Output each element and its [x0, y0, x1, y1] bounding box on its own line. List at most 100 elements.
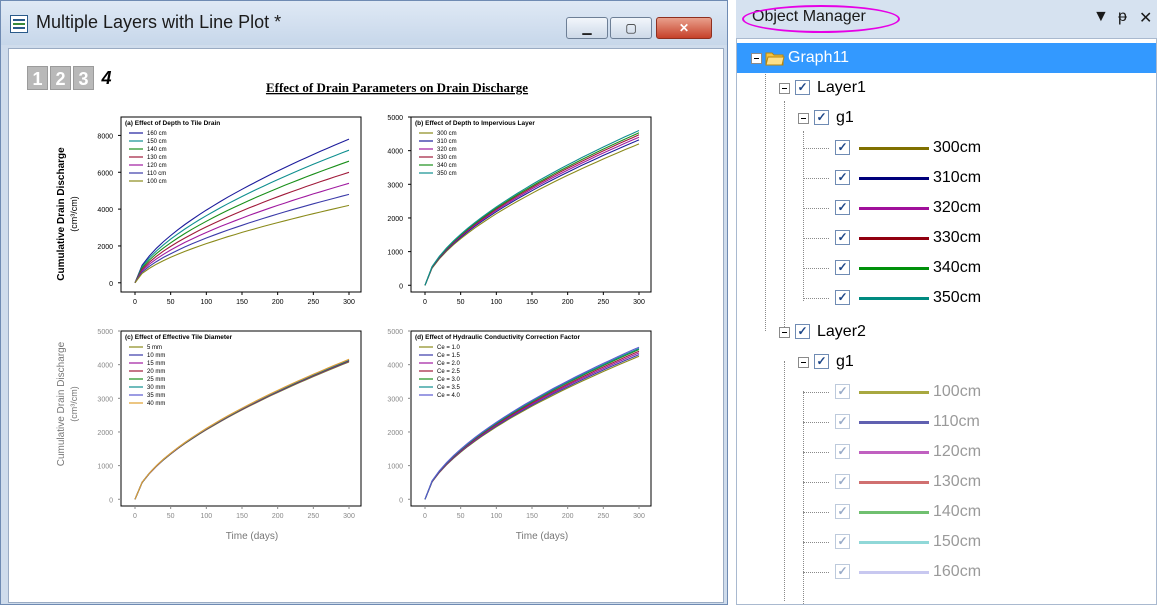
plot-checkbox[interactable]: ✓ [835, 504, 850, 519]
legend-label: 320 cm [437, 147, 457, 153]
chart-panel-b[interactable]: 0 50 100 150 200 250 300010002000300040005000(… [387, 115, 652, 306]
plot-checkbox[interactable]: ✓ [835, 290, 850, 305]
graph-page[interactable]: 1 2 3 4 Effect of Drain Parameters on Dr… [8, 48, 724, 603]
tree-item-layer1-g1[interactable]: ✓ g1 [737, 103, 1156, 133]
layer-tab-3[interactable]: 3 [73, 66, 94, 90]
x-axis-label-d: Time (days) [516, 531, 568, 542]
tree-item-plot[interactable]: ✓ 320cm [737, 193, 1156, 223]
x-tick-label: 300 [633, 299, 645, 306]
y-tick-label: 1000 [387, 250, 403, 257]
tree-label-plot: 320cm [933, 199, 982, 216]
g1-checkbox[interactable]: ✓ [814, 354, 829, 369]
g1-checkbox[interactable]: ✓ [814, 110, 829, 125]
tree-item-plot[interactable]: ✓ 130cm [737, 467, 1156, 497]
legend-label: Ce = 2.5 [437, 369, 461, 375]
close-icon[interactable]: ✕ [1139, 10, 1153, 27]
series-line [134, 358, 350, 500]
plot-checkbox[interactable]: ✓ [835, 200, 850, 215]
object-manager-panel[interactable]: Object Manager ▼ ᵽ ✕ Graph11 ✓ Layer1 [736, 0, 1157, 605]
tree-item-plot[interactable]: ✓ 340cm [737, 253, 1156, 283]
plot-checkbox[interactable]: ✓ [835, 564, 850, 579]
chart-panel-a[interactable]: 0 50 100 150 200 250 300 0 2000 4000 6000 8000 (a) E… [97, 116, 362, 306]
tree-label-g1: g1 [836, 353, 854, 370]
collapse-icon[interactable] [751, 53, 762, 64]
line-color-swatch [859, 207, 929, 210]
collapse-icon[interactable] [779, 83, 790, 94]
minimize-button[interactable]: ▁ [566, 17, 608, 39]
tree-item-plot[interactable]: ✓ 160cm [737, 557, 1156, 587]
x-tick-label: 0 [423, 513, 427, 520]
layer-tab-2[interactable]: 2 [50, 66, 71, 90]
tree-item-plot[interactable]: ✓ 110cm [737, 407, 1156, 437]
tree-item-plot[interactable]: ✓ 350cm [737, 283, 1156, 313]
tree-label-plot: 110cm [933, 413, 980, 430]
layer-tab-4[interactable]: 4 [96, 66, 117, 90]
x-tick-label: 250 [307, 299, 319, 306]
x-tick-label: 150 [236, 299, 248, 306]
x-tick-label: 150 [526, 299, 538, 306]
x-axis-label-c: Time (days) [226, 531, 278, 542]
window-titlebar[interactable]: Multiple Layers with Line Plot * ▁ ▢ ✕ [1, 1, 727, 45]
tree-label-plot: 330cm [933, 229, 982, 246]
window-title: Multiple Layers with Line Plot * [36, 12, 282, 32]
tree-connector [784, 361, 785, 601]
panel-title: (d) Effect of Hydraulic Conductivity Cor… [415, 334, 581, 341]
collapse-icon[interactable] [779, 327, 790, 338]
y-tick-label: 2000 [97, 430, 113, 437]
pin-icon[interactable]: ᵽ [1118, 8, 1127, 25]
series-line [134, 193, 350, 284]
plot-checkbox[interactable]: ✓ [835, 384, 850, 399]
x-tick-label: 150 [236, 513, 248, 520]
tree-item-plot[interactable]: ✓ 120cm [737, 437, 1156, 467]
y-axis-label-bottom-line1: Cumulative Drain Discharge [56, 341, 67, 466]
plot-checkbox[interactable]: ✓ [835, 170, 850, 185]
maximize-button[interactable]: ▢ [610, 17, 652, 39]
x-tick-label: 300 [343, 299, 355, 306]
y-axis-label-top-line1: Cumulative Drain Discharge [56, 147, 67, 281]
chart-panel-d[interactable]: 0 50 100 150 200 250 300010002000300040005000(… [387, 329, 652, 520]
y-tick-label: 2000 [387, 216, 403, 223]
x-tick-label: 50 [167, 513, 175, 520]
tree-label-plot: 120cm [933, 443, 982, 460]
plot-checkbox[interactable]: ✓ [835, 140, 850, 155]
plot-frame [120, 330, 362, 507]
tree-item-plot[interactable]: ✓ 150cm [737, 527, 1156, 557]
layer2-checkbox[interactable]: ✓ [795, 324, 810, 339]
legend-label: 310 cm [437, 139, 457, 145]
tree-item-layer2-g1[interactable]: ✓ g1 [737, 347, 1156, 377]
line-color-swatch [859, 451, 929, 454]
tree-item-plot[interactable]: ✓ 140cm [737, 497, 1156, 527]
tree-item-plot[interactable]: ✓ 330cm [737, 223, 1156, 253]
x-tick-label: 0 [133, 513, 137, 520]
dropdown-arrow-icon[interactable]: ▼ [1093, 8, 1109, 25]
x-tick-label: 200 [562, 299, 574, 306]
close-button[interactable]: ✕ [656, 17, 712, 39]
series-line [134, 160, 350, 284]
collapse-icon[interactable] [798, 357, 809, 368]
x-tick-label: 50 [457, 299, 465, 306]
y-tick-label: 0 [399, 283, 403, 290]
tree-connector [803, 268, 829, 269]
y-tick-label: 4000 [97, 207, 113, 214]
layer1-checkbox[interactable]: ✓ [795, 80, 810, 95]
tree-item-layer1[interactable]: ✓ Layer1 [737, 73, 1156, 103]
x-tick-label: 300 [633, 513, 645, 520]
tree-item-layer2[interactable]: ✓ Layer2 [737, 317, 1156, 347]
plot-checkbox[interactable]: ✓ [835, 260, 850, 275]
x-tick-label: 200 [272, 299, 284, 306]
plot-checkbox[interactable]: ✓ [835, 414, 850, 429]
legend-label: 340 cm [437, 163, 457, 169]
collapse-icon[interactable] [798, 113, 809, 124]
tree-item-plot[interactable]: ✓ 100cm [737, 377, 1156, 407]
plot-checkbox[interactable]: ✓ [835, 474, 850, 489]
object-tree[interactable]: Graph11 ✓ Layer1 ✓ g1 ✓ 300cm ✓ 310cm ✓ 320cm… [736, 38, 1157, 605]
chart-panel-c[interactable]: 0 50 100 150 200 250 300010002000300040005000(… [97, 329, 362, 520]
layer-tab-1[interactable]: 1 [27, 66, 48, 90]
graph-window[interactable]: Multiple Layers with Line Plot * ▁ ▢ ✕ 1… [0, 0, 728, 605]
plot-checkbox[interactable]: ✓ [835, 534, 850, 549]
tree-item-plot[interactable]: ✓ 310cm [737, 163, 1156, 193]
plot-checkbox[interactable]: ✓ [835, 230, 850, 245]
tree-item-plot[interactable]: ✓ 300cm [737, 133, 1156, 163]
plot-checkbox[interactable]: ✓ [835, 444, 850, 459]
tree-item-graph11[interactable]: Graph11 [737, 43, 1156, 73]
